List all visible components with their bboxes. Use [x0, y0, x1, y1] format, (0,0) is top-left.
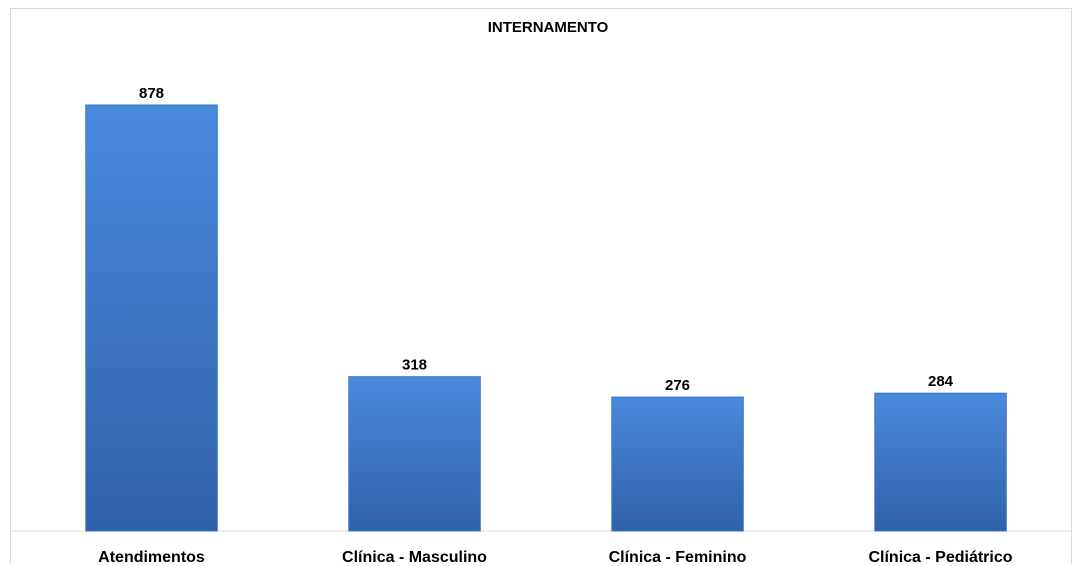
data-label-4: 284 [928, 373, 954, 390]
bar-2 [348, 376, 481, 532]
data-label-1: 878 [139, 85, 164, 102]
category-label-1: Atendimentos [98, 549, 205, 566]
category-label-3: Clínica - Feminino [609, 549, 747, 566]
chart-title: INTERNAMENTO [488, 19, 609, 36]
bar-4 [874, 392, 1007, 532]
data-label-2: 318 [402, 357, 427, 374]
bar-1 [85, 104, 218, 532]
data-label-3: 276 [665, 377, 690, 394]
bar-3 [611, 396, 744, 532]
category-label-2: Clínica - Masculino [342, 549, 487, 566]
category-label-4: Clínica - Pediátrico [868, 549, 1012, 566]
